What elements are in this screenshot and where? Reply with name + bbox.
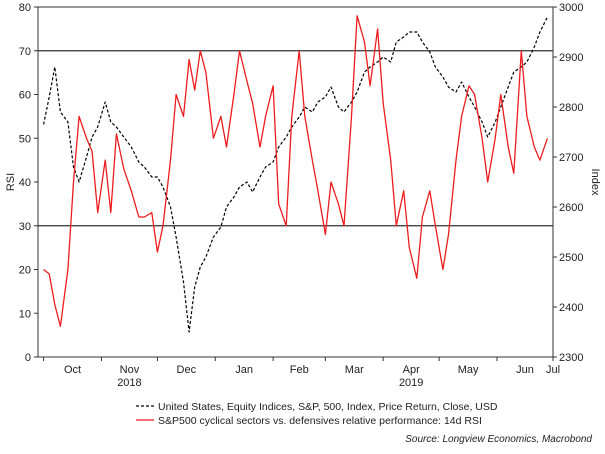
legend-item-sp500: United States, Equity Indices, S&P, 500,…	[136, 401, 498, 413]
right-tick-label: 2900	[559, 52, 583, 64]
left-tick-label: 50	[19, 133, 31, 145]
month-label: Oct	[64, 364, 81, 376]
left-tick-label: 70	[19, 46, 31, 58]
right-tick-label: 2500	[559, 252, 583, 264]
rsi-line	[43, 15, 549, 328]
reference-lines	[38, 50, 553, 227]
right-tick-label: 2700	[559, 152, 583, 164]
month-label: Mar	[345, 364, 364, 376]
year-label: 2018	[117, 377, 141, 389]
month-label: Nov	[120, 364, 140, 376]
month-label: Apr	[403, 364, 420, 376]
right-tick-label: 3000	[559, 2, 583, 14]
left-tick-label: 30	[19, 221, 31, 233]
source-note: Source: Longview Economics, Macrobond	[405, 434, 592, 445]
month-label: Dec	[177, 364, 197, 376]
left-tick-label: 80	[19, 2, 31, 14]
legend: United States, Equity Indices, S&P, 500,…	[136, 401, 498, 427]
month-label: Feb	[290, 364, 309, 376]
right-tick-label: 2800	[559, 102, 583, 114]
left-tick-label: 10	[19, 308, 31, 320]
month-label: Jan	[235, 364, 253, 376]
left-axis-ticks: 0 10 20 30 40 50 60 70 80	[19, 2, 38, 364]
month-label: Jun	[516, 364, 534, 376]
year-label: 2019	[399, 377, 423, 389]
left-tick-label: 20	[19, 265, 31, 277]
plot-frame	[37, 6, 554, 358]
month-label: May	[458, 364, 479, 376]
legend-label-rsi: S&P500 cyclical sectors vs. defensives r…	[158, 415, 482, 427]
legend-item-rsi: S&P500 cyclical sectors vs. defensives r…	[136, 415, 482, 427]
x-axis-ticks: Oct Nov Dec Jan Feb Mar Apr May Jun Jul 2018 2019	[43, 357, 560, 389]
left-tick-label: 0	[25, 352, 31, 364]
left-tick-label: 60	[19, 90, 31, 102]
right-axis-title: Index	[589, 169, 601, 196]
month-label: Jul	[546, 364, 560, 376]
left-axis-title: RSI	[5, 173, 17, 191]
legend-label-sp500: United States, Equity Indices, S&P, 500,…	[158, 401, 498, 413]
right-tick-label: 2400	[559, 302, 583, 314]
right-tick-label: 2300	[559, 352, 583, 364]
series-layer	[43, 15, 549, 333]
right-axis-ticks: 2300 2400 2500 2600 2700 2800 2900 3000	[553, 2, 583, 364]
right-tick-label: 2600	[559, 202, 583, 214]
left-tick-label: 40	[19, 177, 31, 189]
